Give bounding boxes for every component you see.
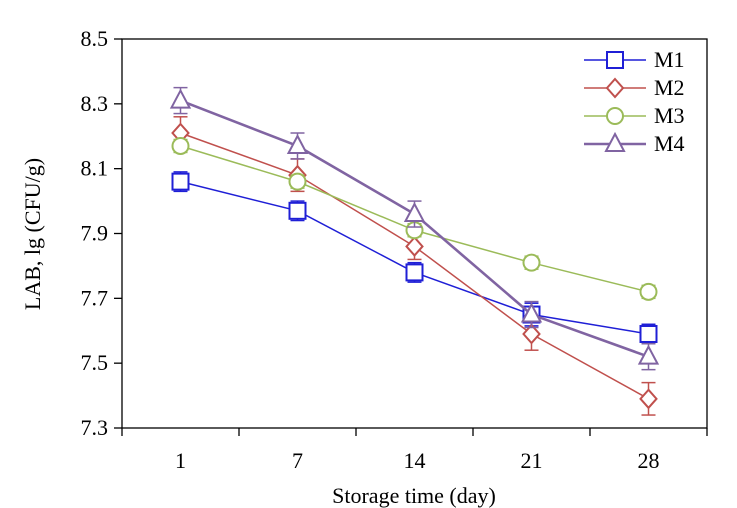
x-tick-label: 14 bbox=[404, 448, 426, 473]
data-point bbox=[172, 91, 190, 108]
y-axis-ticks: 7.3 7.5 7.7 7.9 8.1 8.3 8.5 bbox=[81, 26, 123, 440]
y-tick-label: 7.9 bbox=[81, 221, 109, 246]
data-point bbox=[173, 174, 189, 190]
x-tick-label: 21 bbox=[521, 448, 543, 473]
y-tick-label: 7.5 bbox=[81, 350, 109, 375]
data-point bbox=[524, 255, 540, 271]
legend-label: M3 bbox=[654, 103, 685, 128]
legend-item-m3: M3 bbox=[584, 103, 685, 128]
y-tick-label: 8.1 bbox=[81, 156, 109, 181]
legend-label: M4 bbox=[654, 131, 685, 156]
legend-marker bbox=[607, 79, 623, 97]
x-tick-label: 1 bbox=[175, 448, 186, 473]
data-point bbox=[641, 326, 657, 342]
legend-label: M2 bbox=[654, 75, 685, 100]
y-axis-label: LAB, lg (CFU/g) bbox=[20, 158, 45, 310]
data-point bbox=[290, 203, 306, 219]
data-point bbox=[641, 284, 657, 300]
x-axis-ticks: 1 7 14 21 28 bbox=[122, 428, 707, 473]
legend-marker bbox=[607, 108, 623, 124]
series-layer bbox=[172, 88, 658, 415]
data-point bbox=[290, 174, 306, 190]
legend-label: M1 bbox=[654, 47, 685, 72]
legend-item-m2: M2 bbox=[584, 75, 685, 100]
data-point bbox=[173, 138, 189, 154]
legend-item-m4: M4 bbox=[584, 131, 685, 156]
data-point bbox=[641, 390, 657, 408]
data-point bbox=[407, 237, 423, 255]
y-tick-label: 8.5 bbox=[81, 26, 109, 51]
legend: M1 M2 M3 M4 bbox=[584, 47, 685, 156]
x-axis-label: Storage time (day) bbox=[332, 483, 496, 508]
lab-storage-chart: 7.37.57.77.98.18.38.5 1 7 14 21 28 M1M2M3M4 … bbox=[0, 0, 737, 508]
y-tick-label: 7.3 bbox=[81, 415, 109, 440]
x-tick-label: 7 bbox=[292, 448, 303, 473]
x-tick-label: 28 bbox=[638, 448, 660, 473]
y-tick-label: 7.7 bbox=[81, 285, 109, 310]
data-point bbox=[406, 204, 424, 221]
data-point bbox=[407, 264, 423, 280]
y-tick-label: 8.3 bbox=[81, 91, 109, 116]
legend-marker bbox=[606, 134, 624, 151]
legend-item-m1: M1 bbox=[584, 47, 685, 72]
legend-marker bbox=[607, 52, 623, 68]
